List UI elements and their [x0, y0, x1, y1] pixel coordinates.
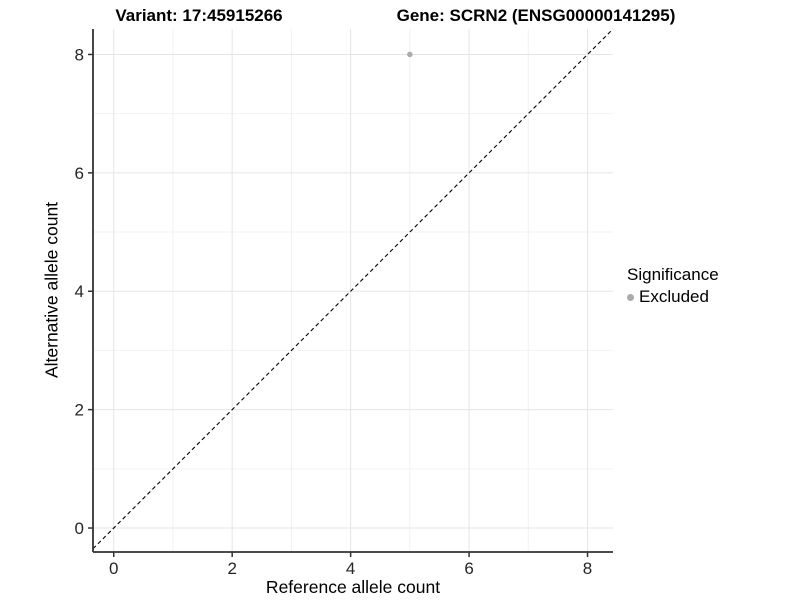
- y-tick-label: 8: [75, 45, 84, 64]
- y-axis-title: Alternative allele count: [41, 201, 62, 379]
- plot-title-variant: Variant: 17:45915266: [115, 6, 283, 25]
- legend: Significance Excluded: [627, 263, 719, 307]
- x-tick-label: 0: [109, 559, 118, 578]
- x-tick-label: 6: [464, 559, 473, 578]
- legend-item-label: Excluded: [639, 287, 709, 306]
- legend-point-icon: [627, 293, 634, 301]
- x-axis-title: Reference allele count: [265, 577, 441, 597]
- data-point: [407, 51, 413, 58]
- plot-title-gene: Gene: SCRN2 (ENSG00000141295): [396, 6, 676, 25]
- y-tick-label: 4: [75, 282, 84, 301]
- x-tick-label: 8: [583, 559, 592, 578]
- x-tick-label: 2: [227, 559, 236, 578]
- y-tick-label: 6: [75, 164, 84, 183]
- y-tick-label: 0: [75, 519, 84, 538]
- legend-title: Significance: [627, 265, 719, 284]
- legend-item-excluded: Excluded: [627, 287, 719, 307]
- identity-line: [92, 28, 614, 550]
- x-tick-label: 4: [346, 559, 355, 578]
- y-tick-label: 2: [75, 401, 84, 420]
